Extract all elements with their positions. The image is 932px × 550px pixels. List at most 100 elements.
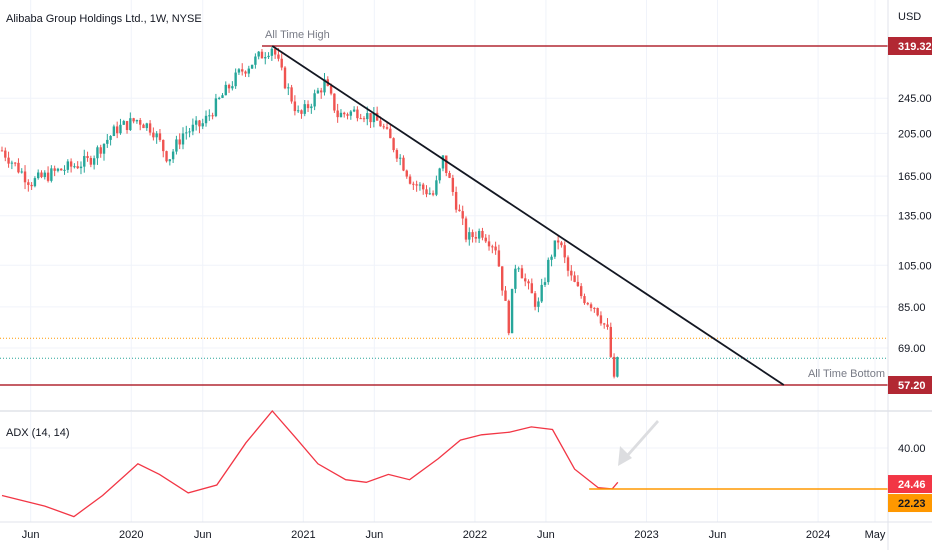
- candle-body: [352, 109, 356, 112]
- candle-body: [33, 178, 37, 187]
- time-axis[interactable]: Jun 2020 Jun 2021 Jun 2022 Jun 2023 Jun 2024 May: [0, 521, 932, 541]
- candle-body: [435, 180, 438, 195]
- candle-body: [398, 157, 402, 159]
- candle-body: [152, 132, 155, 138]
- candle-body: [89, 157, 93, 165]
- candle-body: [343, 112, 346, 115]
- candle-body: [109, 135, 112, 140]
- candle-body: [530, 283, 534, 294]
- candle-body: [445, 155, 448, 173]
- candle-body: [589, 304, 593, 308]
- price-tick-label: 69.00: [898, 343, 926, 355]
- candle-body: [359, 118, 362, 120]
- svg-text:57.20: 57.20: [898, 380, 926, 392]
- candle-body: [527, 281, 530, 284]
- candle-body: [194, 120, 198, 125]
- candle-body: [175, 139, 178, 152]
- candle-body: [191, 124, 195, 132]
- candle-body: [129, 118, 132, 130]
- candle-body: [550, 256, 553, 260]
- candle-body: [244, 71, 247, 74]
- candle-body: [273, 48, 277, 55]
- candle-body: [560, 242, 563, 246]
- candle-body: [148, 123, 152, 133]
- candle-body: [122, 121, 125, 125]
- candle-body: [339, 112, 343, 118]
- adx-value-tag: 24.46: [888, 475, 932, 494]
- time-tick-label: 2021: [291, 529, 315, 541]
- candle-body: [573, 275, 576, 282]
- candle-body: [540, 284, 543, 302]
- candle-body: [162, 139, 165, 152]
- candle-body: [23, 171, 27, 183]
- candle-body: [63, 169, 66, 171]
- candle-body: [422, 184, 425, 190]
- candle-body: [300, 110, 303, 114]
- adx-grid: [0, 412, 888, 522]
- time-tick-label: Jun: [709, 529, 727, 541]
- candle-body: [73, 166, 76, 168]
- candle-body: [428, 193, 432, 195]
- candle-body: [260, 51, 264, 59]
- candle-body: [425, 189, 428, 195]
- candle-body: [303, 104, 306, 114]
- candle-body: [369, 113, 372, 123]
- price-tick-label: 135.00: [898, 211, 932, 223]
- candle-body: [135, 120, 139, 122]
- svg-text:319.32: 319.32: [898, 41, 932, 53]
- time-tick-label: Jun: [194, 529, 212, 541]
- candle-body: [415, 184, 418, 186]
- candle-body: [385, 127, 389, 129]
- candle-body: [461, 211, 464, 219]
- annotation-all-time-high: All Time High: [265, 29, 330, 41]
- candle-body: [231, 86, 234, 89]
- candle-body: [106, 139, 109, 144]
- candle-body: [241, 69, 244, 72]
- candle-body: [27, 182, 30, 185]
- candle-body: [139, 120, 142, 125]
- candle-body: [234, 72, 237, 87]
- candle-body: [102, 143, 106, 154]
- candle-body: [119, 124, 122, 134]
- candle-body: [497, 250, 501, 267]
- adx-pane: ADX (14, 14): [0, 409, 888, 522]
- candle-body: [76, 166, 79, 169]
- candle-body: [408, 176, 412, 184]
- candle-body: [418, 184, 422, 186]
- candle-body: [609, 326, 612, 357]
- candle-body: [257, 51, 260, 57]
- candle-body: [313, 93, 316, 107]
- candle-body: [349, 111, 353, 116]
- downtrend-line: [271, 45, 785, 386]
- candle-body: [395, 150, 399, 159]
- candle-body: [40, 172, 43, 178]
- candle-body: [96, 147, 99, 159]
- candle-body: [316, 90, 320, 94]
- candle-body: [510, 288, 514, 334]
- candle-body: [372, 112, 376, 123]
- price-axis-ticks: 69.00 85.00 105.00 135.00 165.00 205.00 245.00: [898, 93, 932, 355]
- candle-body: [612, 356, 616, 377]
- candle-body: [603, 323, 606, 325]
- candle-body: [537, 301, 540, 307]
- candle-body: [454, 191, 458, 210]
- candle-body: [323, 79, 326, 93]
- candle-body: [287, 87, 290, 89]
- candle-body: [310, 106, 313, 109]
- candle-body: [366, 113, 369, 120]
- candle-body: [181, 133, 185, 145]
- candle-body: [60, 168, 63, 171]
- candle-body: [83, 156, 86, 167]
- candle-body: [375, 112, 379, 121]
- candle-body: [208, 115, 211, 117]
- price-tick-label: 105.00: [898, 260, 932, 272]
- candle-body: [405, 170, 408, 177]
- time-axis-ticks: Jun 2020 Jun 2021 Jun 2022 Jun 2023 Jun 2024 May: [22, 529, 886, 541]
- candle-body: [290, 87, 293, 102]
- time-tick-label: 2022: [463, 529, 487, 541]
- price-axis[interactable]: USD 69.00 85.00 105.00 135.00 165.00 205.00 24…: [887, 0, 932, 550]
- candle-body: [524, 278, 527, 282]
- candle-body: [412, 183, 415, 185]
- candle-body: [606, 324, 609, 327]
- price-tick-label: 245.00: [898, 93, 932, 105]
